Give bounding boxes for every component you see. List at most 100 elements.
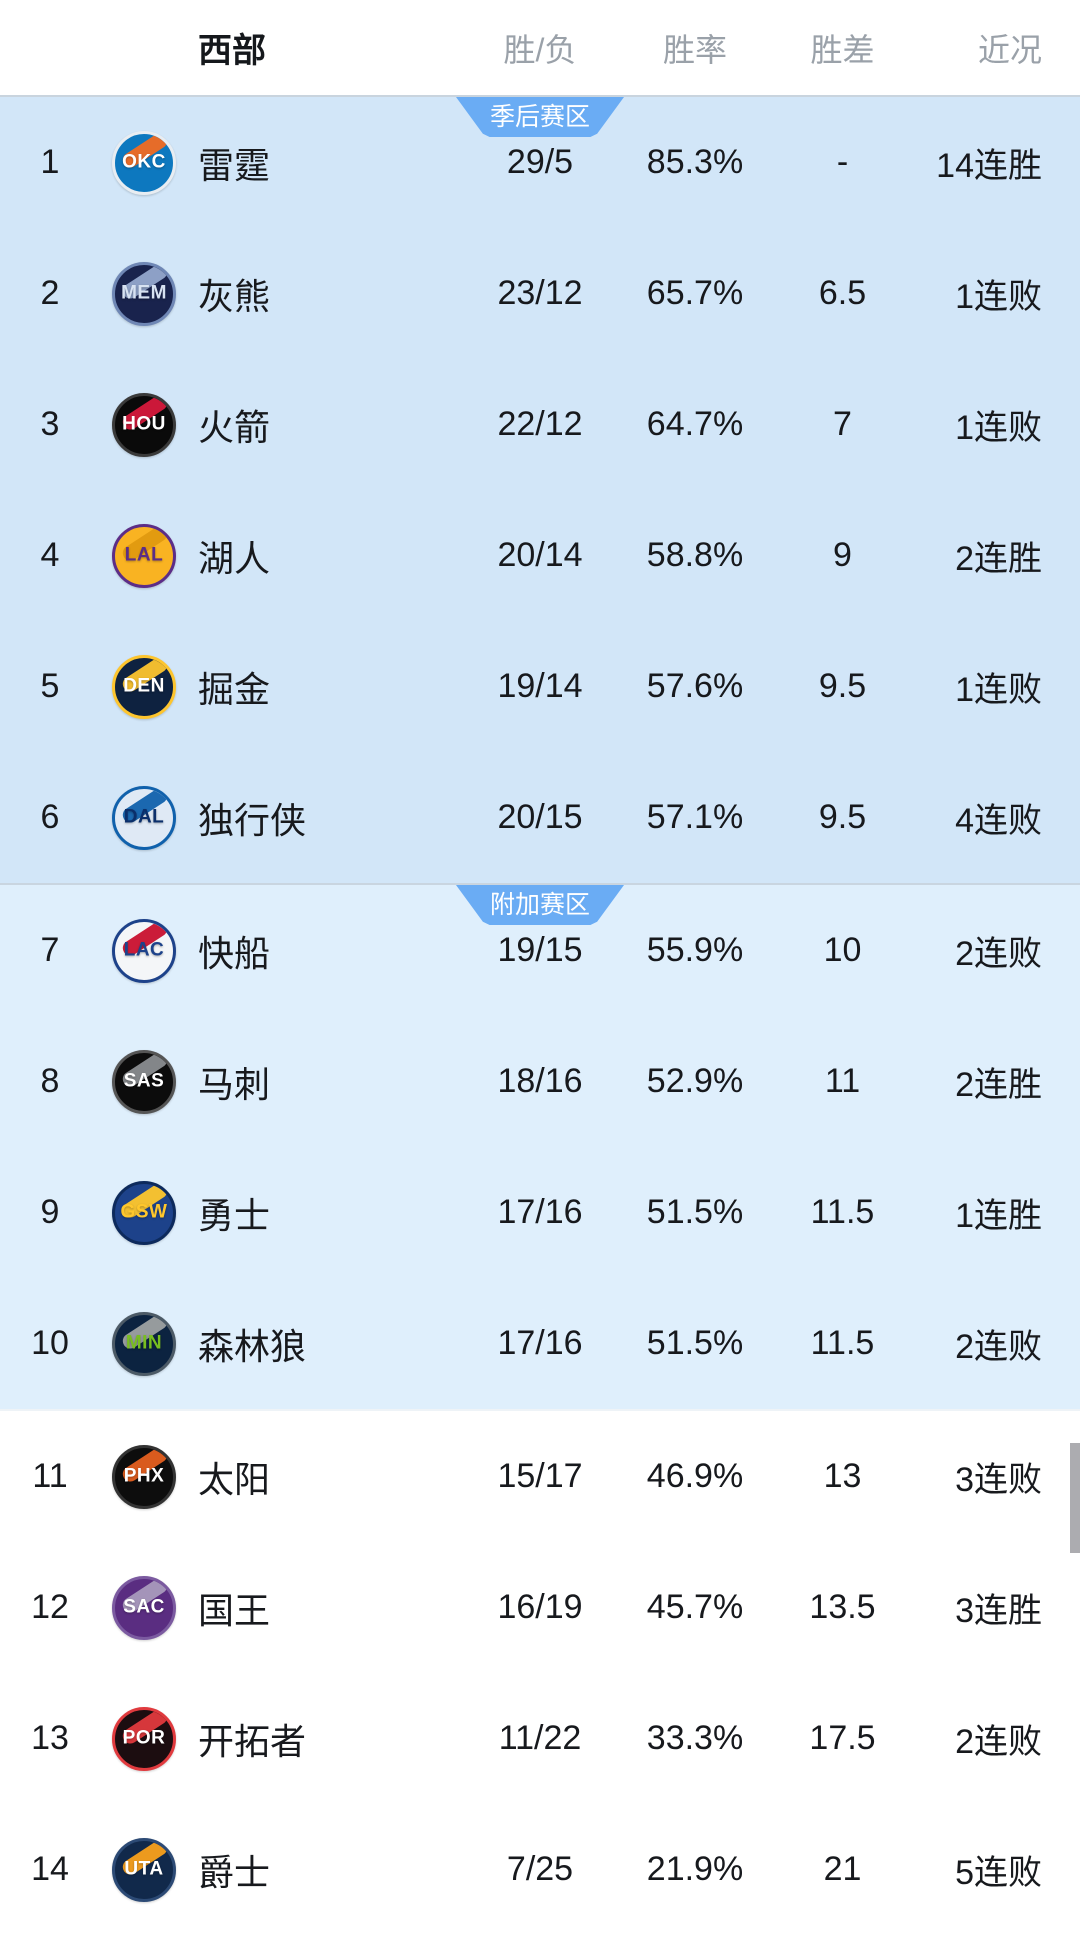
table-row[interactable]: 14 UTA 爵士 7/25 21.9% 21 5连败 — [0, 1804, 1080, 1935]
team-logo: HOU — [112, 392, 176, 457]
table-row[interactable]: 5 DEN 掘金 19/14 57.6% 9.5 1连败 — [0, 621, 1080, 752]
gamesbehind-value: 11.5 — [810, 1324, 875, 1362]
recent-streak-value: 1连败 — [955, 409, 1042, 447]
rank-number: 2 — [40, 274, 60, 312]
winrate-value: 57.1% — [646, 798, 744, 836]
winloss-value: 29/5 — [506, 143, 574, 181]
rank-number: 5 — [40, 667, 60, 705]
rank-number: 8 — [40, 1062, 60, 1100]
gamesbehind-value: 13 — [823, 1457, 862, 1495]
winloss-value: 20/14 — [497, 536, 583, 574]
recent-streak-value: 3连胜 — [955, 1592, 1042, 1630]
rank-number: 14 — [31, 1850, 69, 1888]
team-name: 火箭 — [198, 406, 271, 448]
header-winrate-label: 胜率 — [662, 31, 727, 68]
gamesbehind-value: 11 — [824, 1062, 861, 1100]
playoff-zone-section: 季后赛区 1 OKC 雷霆 29/5 85.3% - 14连胜 2 MEM 灰熊… — [0, 97, 1080, 883]
rank-number: 7 — [40, 931, 60, 969]
team-name: 勇士 — [198, 1194, 271, 1236]
rank-number: 12 — [31, 1588, 69, 1626]
table-row[interactable]: 4 LAL 湖人 20/14 58.8% 9 2连胜 — [0, 490, 1080, 621]
lottery-zone-section: 11 PHX 太阳 15/17 46.9% 13 3连败 12 SAC 国王 1… — [0, 1409, 1080, 1935]
winrate-value: 33.3% — [646, 1719, 744, 1757]
team-name: 湖人 — [198, 537, 271, 579]
recent-streak-value: 5连败 — [955, 1854, 1042, 1892]
table-row[interactable]: 13 POR 开拓者 11/22 33.3% 17.5 2连败 — [0, 1673, 1080, 1804]
team-name: 马刺 — [198, 1063, 271, 1105]
team-logo: MEM — [112, 261, 176, 326]
team-logo: SAS — [112, 1049, 176, 1114]
winrate-value: 21.9% — [646, 1850, 744, 1888]
rank-number: 10 — [31, 1324, 69, 1362]
winloss-value: 22/12 — [497, 405, 583, 443]
table-row[interactable]: 7 LAC 快船 19/15 55.9% 10 2连败 — [0, 885, 1080, 1016]
table-header: 西部 胜/负 胜率 胜差 近况 — [0, 0, 1080, 97]
gamesbehind-value: 17.5 — [809, 1719, 876, 1757]
team-name: 雷霆 — [198, 144, 271, 186]
table-row[interactable]: 2 MEM 灰熊 23/12 65.7% 6.5 1连败 — [0, 228, 1080, 359]
rank-number: 4 — [40, 536, 60, 574]
winloss-value: 17/16 — [497, 1324, 583, 1362]
winloss-value: 23/12 — [497, 274, 583, 312]
team-logo: UTA — [112, 1837, 176, 1902]
team-name: 灰熊 — [198, 275, 271, 317]
recent-streak-value: 1连败 — [955, 278, 1042, 316]
team-name: 国王 — [198, 1589, 271, 1631]
team-logo-abbr: MIN — [125, 1332, 163, 1354]
winrate-value: 65.7% — [646, 274, 744, 312]
team-logo: DEN — [112, 654, 176, 719]
table-row[interactable]: 10 MIN 森林狼 17/16 51.5% 11.5 2连败 — [0, 1278, 1080, 1409]
winloss-value: 20/15 — [497, 798, 583, 836]
gamesbehind-value: 9.5 — [818, 798, 867, 836]
recent-streak-value: 2连败 — [955, 935, 1042, 973]
recent-streak-value: 2连胜 — [955, 1066, 1042, 1104]
winrate-value: 52.9% — [646, 1062, 744, 1100]
winrate-value: 85.3% — [646, 143, 744, 181]
team-logo: POR — [112, 1706, 176, 1771]
team-logo: SAC — [112, 1575, 176, 1640]
rank-number: 11 — [32, 1457, 68, 1495]
winloss-value: 19/14 — [497, 667, 583, 705]
header-conference-label: 西部 — [198, 32, 266, 70]
team-logo-abbr: UTA — [124, 1858, 164, 1880]
rank-number: 13 — [31, 1719, 69, 1757]
gamesbehind-value: 9 — [833, 536, 852, 574]
team-name: 太阳 — [198, 1458, 271, 1500]
team-logo-abbr: OKC — [122, 151, 166, 173]
rank-number: 3 — [40, 405, 60, 443]
gamesbehind-value: 10 — [823, 931, 862, 969]
recent-streak-value: 1连胜 — [955, 1197, 1042, 1235]
team-logo-abbr: MEM — [121, 282, 167, 304]
table-row[interactable]: 6 DAL 独行侠 20/15 57.1% 9.5 4连败 — [0, 752, 1080, 883]
table-row[interactable]: 9 GSW 勇士 17/16 51.5% 11.5 1连胜 — [0, 1147, 1080, 1278]
team-name: 独行侠 — [198, 799, 307, 841]
team-logo: PHX — [112, 1444, 176, 1509]
header-gamesbehind-label: 胜差 — [810, 31, 875, 68]
team-logo-abbr: GSW — [120, 1201, 168, 1223]
gamesbehind-value: 6.5 — [818, 274, 867, 312]
winloss-value: 17/16 — [497, 1193, 583, 1231]
table-row[interactable]: 11 PHX 太阳 15/17 46.9% 13 3连败 — [0, 1411, 1080, 1542]
recent-streak-value: 2连败 — [955, 1328, 1042, 1366]
header-recent-label: 近况 — [977, 31, 1042, 68]
rank-number: 1 — [40, 143, 60, 181]
playoff-zone-badge: 季后赛区 — [455, 97, 625, 137]
table-row[interactable]: 8 SAS 马刺 18/16 52.9% 11 2连胜 — [0, 1016, 1080, 1147]
gamesbehind-value: 21 — [823, 1850, 862, 1888]
table-row[interactable]: 3 HOU 火箭 22/12 64.7% 7 1连败 — [0, 359, 1080, 490]
team-name: 掘金 — [198, 668, 271, 710]
team-name: 爵士 — [198, 1851, 271, 1893]
recent-streak-value: 3连败 — [955, 1461, 1042, 1499]
team-logo-abbr: SAS — [123, 1070, 165, 1092]
winrate-value: 57.6% — [646, 667, 744, 705]
table-row[interactable]: 12 SAC 国王 16/19 45.7% 13.5 3连胜 — [0, 1542, 1080, 1673]
winloss-value: 18/16 — [497, 1062, 583, 1100]
table-row[interactable]: 1 OKC 雷霆 29/5 85.3% - 14连胜 — [0, 97, 1080, 228]
winrate-value: 64.7% — [646, 405, 744, 443]
recent-streak-value: 1连败 — [955, 671, 1042, 709]
playin-zone-badge: 附加赛区 — [455, 885, 625, 925]
winrate-value: 55.9% — [646, 931, 744, 969]
winrate-value: 51.5% — [646, 1324, 744, 1362]
gamesbehind-value: 13.5 — [809, 1588, 876, 1626]
scrollbar-thumb[interactable] — [1070, 1443, 1080, 1553]
